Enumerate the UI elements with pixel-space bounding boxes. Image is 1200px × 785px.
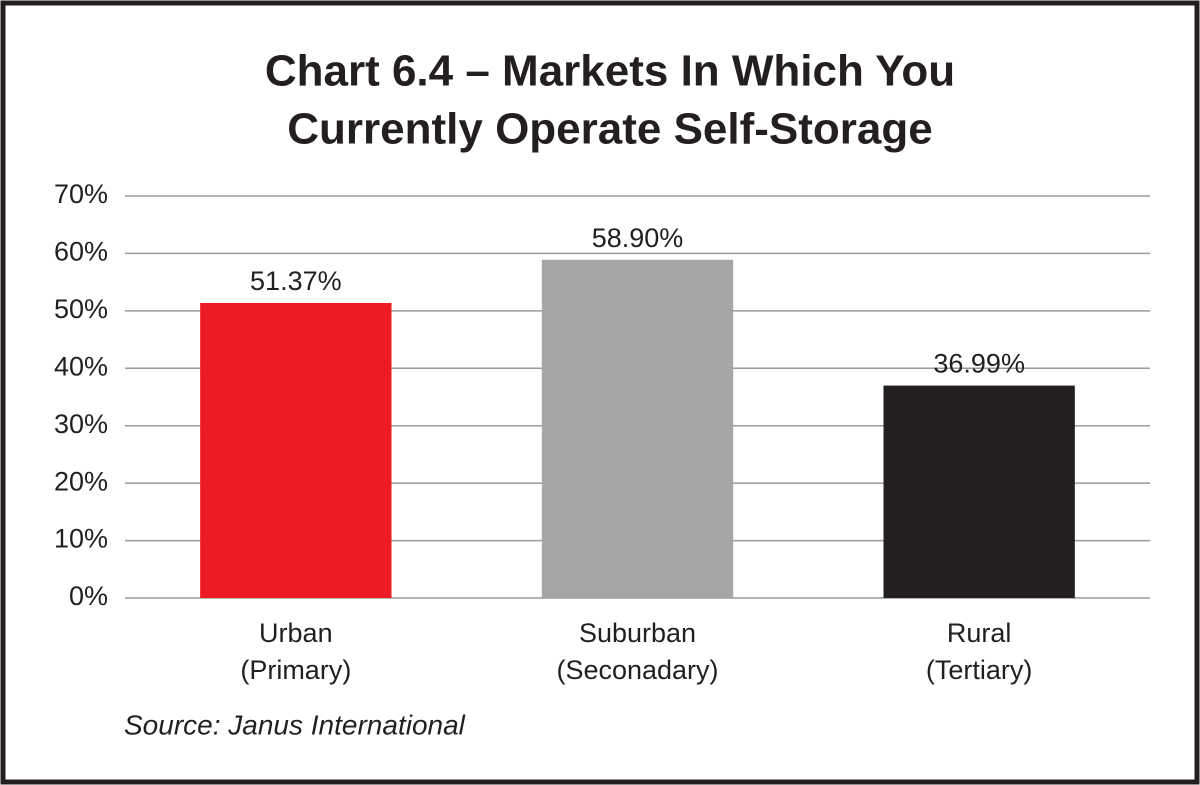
x-tick-label: (Seconadary) (556, 655, 718, 685)
chart-title: Chart 6.4 – Markets In Which You (265, 47, 955, 96)
y-tick-label: 50% (54, 294, 108, 324)
y-tick-label: 70% (54, 179, 108, 209)
y-tick-label: 10% (54, 524, 108, 554)
value-label: 36.99% (933, 349, 1025, 379)
y-tick-label: 30% (54, 409, 108, 439)
bar (883, 385, 1075, 598)
x-tick-label: (Primary) (240, 655, 351, 685)
y-tick-label: 20% (54, 466, 108, 496)
x-tick-label: (Tertiary) (926, 655, 1033, 685)
bar (541, 259, 734, 598)
source-note: Source: Janus International (124, 709, 466, 740)
value-label: 51.37% (250, 266, 342, 296)
y-tick-label: 40% (54, 351, 108, 381)
x-tick-label: Urban (259, 618, 333, 648)
chart-title: Currently Operate Self-Storage (287, 105, 933, 154)
x-tick-label: Suburban (579, 618, 696, 648)
y-tick-label: 60% (54, 237, 108, 267)
value-label: 58.90% (592, 223, 684, 253)
bar (200, 302, 392, 598)
y-tick-label: 0% (69, 581, 108, 611)
x-tick-label: Rural (947, 618, 1012, 648)
